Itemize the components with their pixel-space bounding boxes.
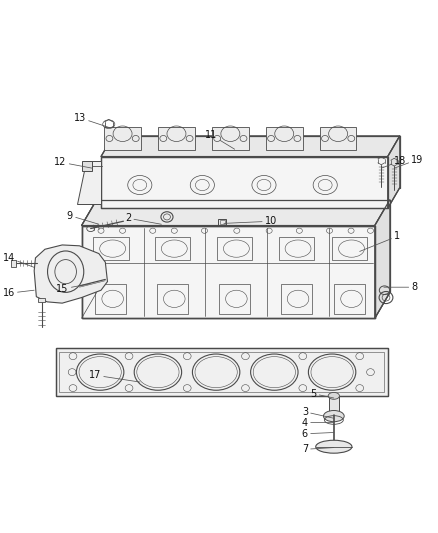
Ellipse shape bbox=[328, 392, 339, 399]
Bar bbox=[334, 284, 365, 314]
Bar bbox=[11, 260, 16, 266]
Text: 6: 6 bbox=[302, 429, 334, 439]
Polygon shape bbox=[388, 136, 400, 208]
Text: 14: 14 bbox=[3, 253, 34, 268]
Ellipse shape bbox=[324, 410, 344, 422]
Bar bbox=[218, 219, 226, 225]
Bar bbox=[56, 349, 388, 396]
Ellipse shape bbox=[328, 412, 339, 419]
Bar bbox=[217, 237, 252, 260]
Bar bbox=[332, 237, 367, 260]
Bar bbox=[93, 237, 129, 260]
Text: 16: 16 bbox=[3, 288, 34, 298]
Bar bbox=[281, 284, 312, 314]
Text: 18: 18 bbox=[381, 156, 406, 168]
Text: 8: 8 bbox=[384, 282, 417, 292]
Text: 15: 15 bbox=[57, 284, 90, 294]
Polygon shape bbox=[375, 293, 390, 318]
Polygon shape bbox=[320, 127, 357, 150]
Ellipse shape bbox=[316, 440, 352, 453]
Text: 5: 5 bbox=[311, 389, 334, 399]
Polygon shape bbox=[375, 200, 390, 318]
Bar bbox=[279, 237, 314, 260]
Bar bbox=[81, 161, 92, 171]
Text: 13: 13 bbox=[74, 113, 110, 128]
Text: 11: 11 bbox=[205, 130, 235, 149]
Polygon shape bbox=[212, 127, 249, 150]
Polygon shape bbox=[101, 157, 388, 208]
Polygon shape bbox=[81, 200, 390, 225]
Bar bbox=[56, 349, 388, 396]
Bar bbox=[219, 220, 225, 224]
Polygon shape bbox=[81, 225, 375, 318]
Text: 2: 2 bbox=[125, 213, 161, 224]
Polygon shape bbox=[266, 127, 303, 150]
Polygon shape bbox=[34, 245, 107, 303]
Text: 10: 10 bbox=[224, 216, 277, 226]
Text: 4: 4 bbox=[302, 417, 334, 427]
Polygon shape bbox=[81, 200, 390, 225]
Bar bbox=[59, 352, 384, 392]
Text: 19: 19 bbox=[394, 155, 424, 168]
Polygon shape bbox=[158, 127, 195, 150]
Text: 3: 3 bbox=[302, 407, 334, 418]
Text: 17: 17 bbox=[88, 370, 140, 382]
Bar bbox=[95, 284, 127, 314]
Bar bbox=[219, 284, 250, 314]
Bar bbox=[38, 297, 46, 302]
Bar bbox=[328, 396, 339, 415]
Bar bbox=[157, 284, 188, 314]
Text: 12: 12 bbox=[54, 157, 92, 168]
Polygon shape bbox=[77, 161, 101, 204]
Text: 9: 9 bbox=[67, 211, 99, 224]
Text: 1: 1 bbox=[360, 231, 400, 252]
Text: 7: 7 bbox=[302, 445, 334, 454]
Polygon shape bbox=[101, 136, 400, 157]
Bar bbox=[155, 237, 190, 260]
Polygon shape bbox=[104, 127, 141, 150]
Polygon shape bbox=[81, 225, 375, 318]
